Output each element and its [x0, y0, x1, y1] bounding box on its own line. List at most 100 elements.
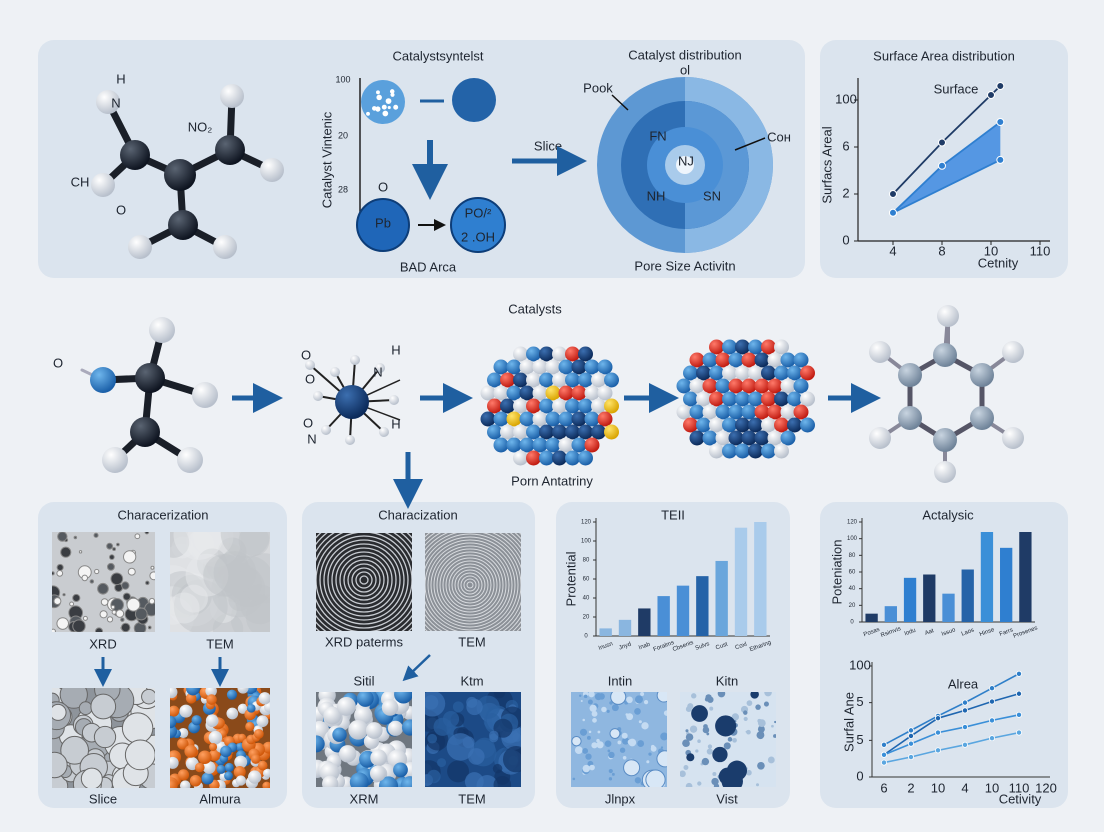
- label: Ktm: [460, 673, 483, 688]
- atom: [702, 378, 718, 394]
- grain: [721, 770, 743, 787]
- grain: [112, 547, 117, 552]
- atom: [335, 385, 369, 419]
- grain: [170, 688, 178, 699]
- grain: [93, 532, 99, 538]
- atom: [493, 411, 509, 427]
- label: Cetnity: [978, 255, 1019, 270]
- grain: [645, 769, 666, 787]
- label: 8: [938, 243, 945, 258]
- grain: [601, 706, 607, 713]
- atom: [780, 404, 796, 420]
- label: 40: [583, 596, 590, 602]
- grain: [610, 692, 627, 705]
- grain: [206, 694, 217, 705]
- dot: [376, 94, 382, 101]
- atom: [774, 417, 789, 433]
- grain: [247, 770, 262, 784]
- grain: [771, 724, 774, 728]
- bar: [1000, 547, 1013, 622]
- fringe: [445, 560, 495, 610]
- atom: [754, 430, 770, 446]
- atom: [741, 404, 757, 420]
- grain: [147, 625, 152, 630]
- grain: [701, 757, 710, 766]
- grain: [189, 774, 202, 787]
- bar: [638, 608, 651, 636]
- area: [893, 122, 1001, 213]
- atom: [722, 339, 737, 355]
- dot: [385, 98, 392, 104]
- grain: [596, 741, 604, 749]
- grain: [224, 771, 233, 781]
- grain: [476, 775, 498, 787]
- grain: [378, 776, 399, 787]
- grain: [264, 701, 270, 713]
- atom: [715, 430, 731, 446]
- atom: [748, 443, 763, 459]
- grain: [425, 692, 446, 717]
- atom: [539, 372, 554, 388]
- grain: [723, 742, 731, 750]
- label: 0: [584, 634, 588, 640]
- atom: [96, 90, 120, 114]
- atom: [345, 435, 355, 445]
- marker: [908, 754, 915, 761]
- atom: [722, 365, 737, 381]
- grain: [234, 755, 248, 769]
- atom: [689, 404, 705, 420]
- label: Hinse: [979, 627, 996, 638]
- grain: [572, 777, 576, 781]
- grain: [621, 732, 628, 739]
- fringe: [454, 569, 486, 601]
- atom: [330, 367, 340, 377]
- label: 40: [849, 586, 856, 592]
- label: H: [391, 342, 400, 357]
- grain: [106, 562, 115, 571]
- panel: [820, 40, 1068, 278]
- marker: [1016, 711, 1023, 718]
- grain: [571, 735, 582, 747]
- grain: [224, 762, 234, 773]
- atom: [164, 159, 196, 191]
- grain: [608, 777, 613, 781]
- atom: [578, 424, 593, 440]
- label: 120: [581, 520, 592, 526]
- atom: [970, 406, 994, 430]
- grain: [184, 744, 198, 758]
- atom: [774, 443, 789, 459]
- grain: [634, 777, 642, 784]
- atom: [761, 443, 776, 459]
- grain: [387, 720, 404, 736]
- label: BAD Arca: [400, 259, 457, 274]
- atom: [800, 365, 815, 381]
- dot: [382, 110, 389, 117]
- marker: [935, 715, 942, 722]
- atom: [571, 359, 587, 375]
- label: Surface Area distribution: [873, 48, 1015, 63]
- grain: [56, 563, 64, 571]
- grain: [194, 762, 205, 773]
- atom: [513, 398, 528, 414]
- atom: [741, 352, 757, 368]
- dot: [381, 104, 387, 110]
- fringe: [427, 542, 513, 628]
- grain: [122, 592, 131, 601]
- grain: [691, 705, 708, 722]
- grain: [191, 715, 202, 726]
- atom: [506, 359, 522, 375]
- grain: [205, 714, 219, 728]
- grain: [94, 568, 100, 575]
- label: 20: [338, 130, 348, 140]
- grain: [220, 745, 232, 758]
- atom: [506, 385, 522, 401]
- atom: [558, 437, 574, 453]
- grain: [626, 713, 634, 721]
- grain: [757, 761, 765, 770]
- atom: [571, 411, 587, 427]
- atom: [741, 430, 757, 446]
- atom: [767, 430, 783, 446]
- bar: [903, 577, 917, 622]
- grain: [170, 715, 177, 729]
